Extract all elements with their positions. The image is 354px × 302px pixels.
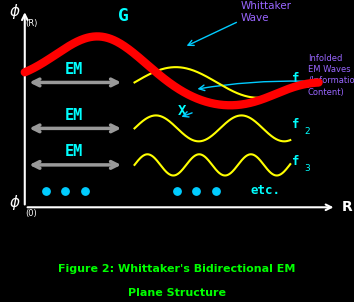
Text: Figure 2: Whittaker's Bidirectional EM: Figure 2: Whittaker's Bidirectional EM: [58, 264, 296, 274]
Text: Infolded
EM Waves
(Information
Content): Infolded EM Waves (Information Content): [308, 54, 354, 97]
Text: f: f: [292, 72, 299, 85]
Text: f: f: [292, 155, 299, 168]
Text: EM: EM: [65, 62, 84, 77]
Text: EM: EM: [65, 108, 84, 123]
Point: [194, 188, 199, 193]
Text: 1: 1: [304, 82, 310, 91]
Point: [63, 188, 68, 193]
Text: (0): (0): [25, 209, 37, 218]
Text: EM: EM: [65, 144, 84, 159]
Point: [174, 188, 180, 193]
Text: etc.: etc.: [251, 184, 280, 197]
Point: [213, 188, 219, 193]
Text: R: R: [342, 200, 352, 214]
Text: Plane Structure: Plane Structure: [128, 288, 226, 298]
Text: G: G: [119, 8, 129, 25]
Text: $\phi$: $\phi$: [9, 193, 21, 212]
Text: 2: 2: [304, 127, 310, 137]
Text: f: f: [292, 118, 299, 131]
Text: (R): (R): [25, 19, 38, 28]
Point: [43, 188, 49, 193]
Text: Whittaker
Wave: Whittaker Wave: [241, 1, 292, 23]
Point: [82, 188, 88, 193]
Text: $\phi$: $\phi$: [9, 2, 21, 21]
Text: X: X: [178, 104, 187, 118]
Text: 3: 3: [304, 164, 310, 173]
